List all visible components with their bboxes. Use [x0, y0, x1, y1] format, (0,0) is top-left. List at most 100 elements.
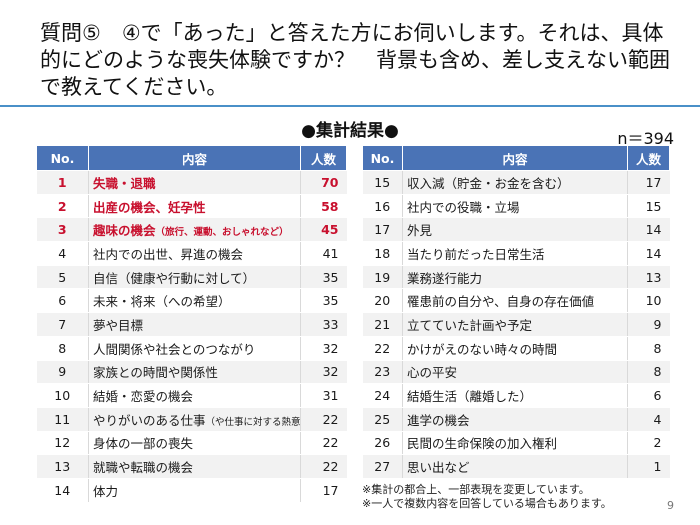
header-count: 人数 — [300, 145, 347, 171]
content-label: 業務遂行能力 — [407, 270, 483, 286]
row-content: 結婚生活（離婚した） — [402, 383, 628, 408]
content-label: 身体の一部の喪失 — [93, 436, 194, 452]
table-row: 21 立てていた計画や予定 9 — [362, 312, 670, 337]
row-content: 当たり前だった日常生活 — [402, 241, 628, 266]
content-label: 未来・将来（への希望） — [93, 294, 231, 310]
row-content: 体力 — [88, 477, 301, 503]
table-row: 27 思い出など 1 — [362, 454, 670, 479]
row-count: 2 — [627, 430, 670, 456]
table-row: 24 結婚生活（離婚した） 6 — [362, 383, 670, 408]
row-count: 4 — [627, 406, 670, 432]
table-row: 14 体力 17 — [36, 477, 347, 503]
content-label: 収入減（貯金・お金を含む） — [407, 175, 570, 191]
row-count: 70 — [300, 170, 347, 195]
row-count: 9 — [627, 312, 670, 337]
row-count: 17 — [627, 170, 670, 195]
row-number: 7 — [36, 312, 89, 337]
table-row: 2 出産の機会、妊孕性 58 — [36, 193, 347, 219]
row-number: 5 — [36, 264, 89, 290]
row-number: 4 — [36, 241, 89, 266]
row-content: 立てていた計画や予定 — [402, 312, 628, 337]
table-row: 1 失職・退職 70 — [36, 170, 347, 195]
content-label: 趣味の機会 — [93, 223, 156, 239]
row-content: やりがいのある仕事（や仕事に対する熱意） — [88, 406, 301, 432]
row-content: 収入減（貯金・お金を含む） — [402, 170, 628, 195]
page-number: 9 — [667, 499, 674, 512]
row-count: 22 — [300, 454, 347, 479]
row-number: 12 — [36, 430, 89, 456]
row-content: 失職・退職 — [88, 170, 301, 195]
row-content: 外見 — [402, 217, 628, 243]
content-label: 人間関係や社会とのつながり — [93, 341, 256, 357]
table-row: 15 収入減（貯金・お金を含む） 17 — [362, 170, 670, 195]
row-count: 22 — [300, 406, 347, 432]
page-title: 質問⑤ ④で「あった」と答えた方にお伺いします。それは、具体的にどのような喪失体… — [40, 21, 670, 99]
row-count: 32 — [300, 359, 347, 385]
content-label: 外見 — [407, 223, 433, 239]
content-label: 出産の機会、妊孕性 — [93, 199, 206, 215]
row-content: 社内での出世、昇進の機会 — [88, 241, 301, 266]
row-count: 45 — [300, 217, 347, 243]
table-row: 26 民間の生命保険の加入権利 2 — [362, 430, 670, 456]
content-label: かけがえのない時々の時間 — [407, 341, 558, 357]
content-label: 就職や転職の機会 — [93, 460, 194, 476]
table-row: 7 夢や目標 33 — [36, 312, 347, 337]
table-row: 23 心の平安 8 — [362, 359, 670, 385]
content-label: 結婚生活（離婚した） — [407, 389, 533, 405]
footnotes: ※集計の都合上、一部表現を変更しています。 ※一人で複数内容を回答している場合も… — [362, 483, 612, 511]
row-count: 8 — [627, 359, 670, 385]
row-count: 8 — [627, 335, 670, 361]
row-count: 22 — [300, 430, 347, 456]
row-count: 14 — [627, 217, 670, 243]
row-number: 3 — [36, 217, 89, 243]
table-header-row: No. 内容 人数 — [362, 145, 670, 171]
header-count: 人数 — [627, 145, 670, 171]
row-number: 8 — [36, 335, 89, 361]
table-row: 8 人間関係や社会とのつながり 32 — [36, 335, 347, 361]
content-label: 家族との時間や関係性 — [93, 365, 218, 381]
row-count: 33 — [300, 312, 347, 337]
table-row: 4 社内での出世、昇進の機会 41 — [36, 241, 347, 266]
header-no: No. — [362, 145, 403, 171]
content-label: 結婚・恋愛の機会 — [93, 389, 194, 405]
row-number: 27 — [362, 454, 403, 479]
row-number: 24 — [362, 383, 403, 408]
header-no: No. — [36, 145, 89, 171]
row-count: 58 — [300, 193, 347, 219]
content-label: やりがいのある仕事 — [93, 412, 206, 428]
table-row: 6 未来・将来（への希望） 35 — [36, 288, 347, 314]
results-table-right: No. 内容 人数 15 収入減（貯金・お金を含む） 17 16 社内での役職・立場 15… — [362, 145, 670, 479]
content-label: 夢や目標 — [93, 317, 144, 333]
row-number: 10 — [36, 383, 89, 408]
row-content: 自信（健康や行動に対して） — [88, 264, 301, 290]
content-label: 社内での出世、昇進の機会 — [93, 246, 244, 262]
table-row: 18 当たり前だった日常生活 14 — [362, 241, 670, 266]
row-number: 17 — [362, 217, 403, 243]
row-count: 6 — [627, 383, 670, 408]
row-content: 罹患前の自分や、自身の存在価値 — [402, 288, 628, 314]
row-count: 14 — [627, 241, 670, 266]
row-count: 32 — [300, 335, 347, 361]
row-count: 13 — [627, 264, 670, 290]
sample-size: n＝394 — [617, 129, 674, 148]
row-content: 家族との時間や関係性 — [88, 359, 301, 385]
row-number: 20 — [362, 288, 403, 314]
row-content: 身体の一部の喪失 — [88, 430, 301, 456]
header-content: 内容 — [402, 145, 628, 171]
footnote: ※集計の都合上、一部表現を変更しています。 — [362, 483, 590, 496]
content-label: 当たり前だった日常生活 — [407, 246, 545, 262]
content-note: （や仕事に対する熱意） — [205, 416, 301, 428]
content-label: 社内での役職・立場 — [407, 199, 520, 215]
row-content: 夢や目標 — [88, 312, 301, 337]
row-number: 14 — [36, 477, 89, 503]
row-count: 15 — [627, 193, 670, 219]
row-number: 26 — [362, 430, 403, 456]
header-content: 内容 — [88, 145, 301, 171]
table-row: 13 就職や転職の機会 22 — [36, 454, 347, 479]
table-row: 19 業務遂行能力 13 — [362, 264, 670, 290]
row-number: 13 — [36, 454, 89, 479]
content-label: 心の平安 — [407, 365, 458, 381]
row-count: 31 — [300, 383, 347, 408]
table-row: 11 やりがいのある仕事（や仕事に対する熱意） 22 — [36, 406, 347, 432]
table-row: 20 罹患前の自分や、自身の存在価値 10 — [362, 288, 670, 314]
